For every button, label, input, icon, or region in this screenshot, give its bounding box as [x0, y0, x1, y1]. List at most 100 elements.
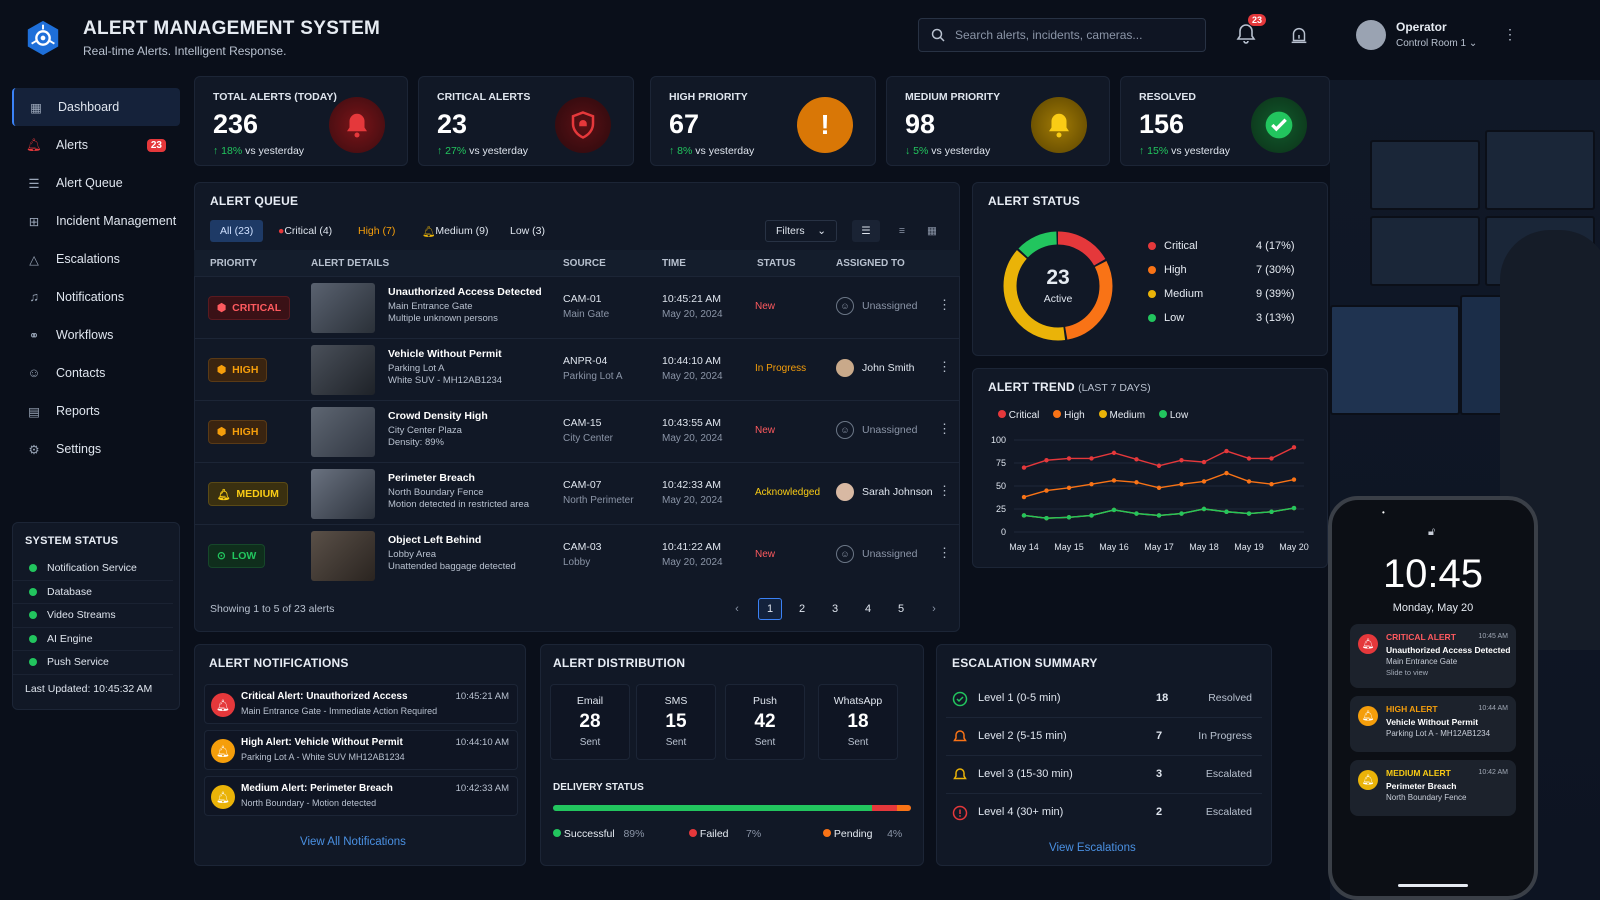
filters-dropdown[interactable]: Filters ⌄	[765, 220, 837, 242]
prev-page-icon[interactable]: ‹	[735, 603, 739, 615]
table-row[interactable]: ⬢ CRITICAL Unauthorized Access Detected M…	[194, 276, 960, 338]
kpi-card-total[interactable]: TOTAL ALERTS (TODAY) 236 ↑ 18% vs yester…	[194, 76, 408, 166]
legend-label: High	[1164, 264, 1187, 276]
notification-badge: 23	[1248, 14, 1267, 26]
y-tick-label: 0	[1001, 527, 1006, 537]
assignee[interactable]: ☺ Unassigned	[836, 421, 917, 439]
user-room-label: Control Room 1	[1396, 38, 1467, 49]
column-header[interactable]: SOURCE	[563, 258, 606, 269]
phone-notification-card[interactable]: 🔔︎ MEDIUM ALERT Perimeter Breach North B…	[1350, 760, 1516, 816]
system-status-panel: SYSTEM STATUS Notification Service Datab…	[12, 522, 180, 710]
camera-thumbnail[interactable]	[311, 407, 375, 457]
wall-monitor	[1370, 140, 1480, 210]
column-header[interactable]: STATUS	[757, 258, 796, 269]
escalation-status: Escalated	[1205, 806, 1252, 818]
compact-view-icon[interactable]: ≡	[898, 225, 906, 237]
assignee-name: John Smith	[862, 362, 915, 374]
notification-bell-icon[interactable]	[1234, 22, 1258, 46]
view-all-notifications-link[interactable]: View All Notifications	[300, 836, 406, 848]
sidebar-item-dashboard[interactable]: ▦ Dashboard	[12, 88, 180, 126]
table-row[interactable]: 🔔︎ MEDIUM Perimeter Breach North Boundary…	[194, 462, 960, 524]
table-row[interactable]: ⬢ HIGH Crowd Density High City Center Pla…	[194, 400, 960, 462]
row-more-options-icon[interactable]: ⋮	[938, 483, 951, 498]
column-header[interactable]: TIME	[662, 258, 686, 269]
assignee-name: Sarah Johnson	[862, 486, 933, 498]
escalation-row[interactable]: Level 2 (5-15 min) 7 In Progress	[946, 718, 1262, 756]
assignee[interactable]: ☺ Unassigned	[836, 297, 917, 315]
kpi-card-medium[interactable]: MEDIUM PRIORITY 98 ↓ 5% vs yesterday	[886, 76, 1110, 166]
delivery-item-pending: Pending 4%	[823, 828, 902, 840]
kpi-card-resolved[interactable]: RESOLVED 156 ↑ 15% vs yesterday	[1120, 76, 1330, 166]
camera-thumbnail[interactable]	[311, 345, 375, 395]
tab-medium[interactable]: 🔔︎ Medium (9)	[412, 220, 498, 242]
user-room[interactable]: Control Room 1 ⌄	[1396, 38, 1477, 49]
next-page-icon[interactable]: ›	[932, 603, 936, 615]
column-header[interactable]: PRIORITY	[210, 258, 258, 269]
tab-high[interactable]: High (7)	[358, 225, 396, 237]
tab-critical[interactable]: ● Critical (4)	[268, 220, 342, 242]
page-button[interactable]: 5	[897, 603, 905, 615]
page-button[interactable]: 3	[831, 603, 839, 615]
kpi-card-critical[interactable]: CRITICAL ALERTS 23 ↑ 27% vs yesterday	[418, 76, 634, 166]
sidebar-item-reports[interactable]: ▤ Reports	[12, 392, 180, 430]
more-options-icon[interactable]: ⋮	[1503, 26, 1517, 42]
assignee[interactable]: Sarah Johnson	[836, 483, 933, 501]
notification-item[interactable]: 🔔︎ Medium Alert: Perimeter Breach North …	[204, 776, 518, 816]
view-escalations-link[interactable]: View Escalations	[1049, 842, 1136, 854]
column-header[interactable]: ALERT DETAILS	[311, 258, 390, 269]
delivery-legend: Successful 89% Failed 7% Pending 4%	[553, 828, 902, 840]
sidebar-item-settings[interactable]: ⚙ Settings	[12, 430, 180, 468]
escalation-row[interactable]: Level 3 (15-30 min) 3 Escalated	[946, 756, 1262, 794]
row-more-options-icon[interactable]: ⋮	[938, 421, 951, 436]
page-button[interactable]: 1	[758, 598, 782, 620]
sidebar-item-contacts[interactable]: ☺ Contacts	[12, 354, 180, 392]
sidebar-item-escalations[interactable]: △ Escalations	[12, 240, 180, 278]
row-more-options-icon[interactable]: ⋮	[938, 359, 951, 374]
legend-dot	[1053, 410, 1062, 418]
phone-notification-card[interactable]: 🔔︎ HIGH ALERT Vehicle Without Permit Par…	[1350, 696, 1516, 752]
status-dot	[29, 658, 37, 667]
legend-label: Medium	[1164, 288, 1204, 300]
assignee[interactable]: John Smith	[836, 359, 915, 377]
escalation-row[interactable]: Level 4 (30+ min) 2 Escalated	[946, 794, 1262, 832]
user-name[interactable]: Operator	[1396, 20, 1447, 34]
notification-subtitle: Parking Lot A - White SUV MH12AB1234	[241, 752, 405, 762]
delivery-label: Pending	[833, 828, 873, 840]
table-row[interactable]: ⬢ HIGH Vehicle Without Permit Parking Lot…	[194, 338, 960, 400]
row-more-options-icon[interactable]: ⋮	[938, 297, 951, 312]
search-input[interactable]: Search alerts, incidents, cameras...	[918, 18, 1206, 52]
table-row[interactable]: ⊙ LOW Object Left Behind Lobby Area Unatt…	[194, 524, 960, 586]
alarm-icon[interactable]	[1288, 24, 1310, 46]
delivery-progress-bar	[553, 805, 911, 811]
camera-thumbnail[interactable]	[311, 531, 375, 581]
tab-low[interactable]: Low (3)	[510, 225, 546, 237]
tab-all[interactable]: All (23)	[210, 220, 264, 242]
list-view-icon[interactable]: ☰	[852, 220, 880, 242]
kpi-change: ↑ 15% vs yesterday	[1139, 145, 1230, 157]
phone-notification-card[interactable]: 🔔︎ CRITICAL ALERT Unauthorized Access De…	[1350, 624, 1516, 688]
grid-view-icon[interactable]: ▦	[927, 225, 937, 237]
data-point-critical	[1089, 456, 1094, 461]
channel-value: 15	[665, 711, 687, 732]
column-header[interactable]: ASSIGNED TO	[836, 258, 905, 269]
arrow-up-icon: ↑	[1139, 145, 1145, 157]
user-avatar[interactable]	[1356, 20, 1386, 50]
camera-thumbnail[interactable]	[311, 469, 375, 519]
sidebar-item-alert-queue[interactable]: ☰ Alert Queue	[12, 164, 180, 202]
sidebar-item-alerts[interactable]: 🔔︎ Alerts 23	[12, 126, 180, 164]
sidebar-item-label: Contacts	[56, 366, 106, 380]
notification-item[interactable]: 🔔︎ Critical Alert: Unauthorized Access M…	[204, 684, 518, 724]
row-more-options-icon[interactable]: ⋮	[938, 545, 951, 560]
x-tick-label: May 16	[1099, 542, 1129, 552]
sidebar-item-incident-management[interactable]: ⊞ Incident Management	[12, 202, 180, 240]
camera-thumbnail[interactable]	[311, 283, 375, 333]
escalation-row[interactable]: Level 1 (0-5 min) 18 Resolved	[946, 680, 1262, 718]
sidebar-item-notifications[interactable]: ♫ Notifications	[12, 278, 180, 316]
page-button[interactable]: 4	[864, 603, 872, 615]
sidebar-item-workflows[interactable]: ⚭ Workflows	[12, 316, 180, 354]
kpi-card-high[interactable]: HIGH PRIORITY 67 ↑ 8% vs yesterday !	[650, 76, 876, 166]
channel-card-sms: SMS 15 Sent	[636, 684, 716, 760]
page-button[interactable]: 2	[798, 603, 806, 615]
assignee[interactable]: ☺ Unassigned	[836, 545, 917, 563]
notification-item[interactable]: 🔔︎ High Alert: Vehicle Without Permit Pa…	[204, 730, 518, 770]
